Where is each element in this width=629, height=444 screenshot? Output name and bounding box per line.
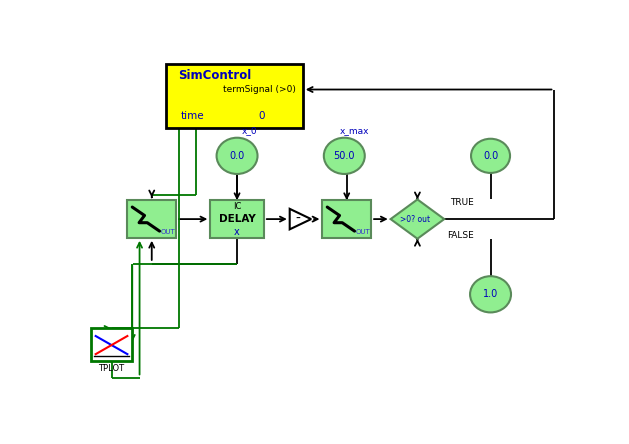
Ellipse shape: [470, 276, 511, 313]
Text: termSignal (>0): termSignal (>0): [223, 85, 296, 94]
Text: x_0: x_0: [242, 126, 257, 135]
Text: 50.0: 50.0: [333, 151, 355, 161]
Text: IC: IC: [233, 202, 242, 211]
Text: 1.0: 1.0: [483, 289, 498, 299]
Text: OUT: OUT: [161, 229, 175, 235]
FancyBboxPatch shape: [210, 200, 264, 238]
Polygon shape: [290, 209, 311, 230]
Text: >0? out: >0? out: [400, 214, 430, 224]
Text: 0.0: 0.0: [483, 151, 498, 161]
Polygon shape: [391, 199, 444, 239]
Text: TRUE: TRUE: [450, 198, 474, 206]
Text: time: time: [181, 111, 204, 120]
Text: x: x: [234, 227, 240, 238]
FancyBboxPatch shape: [323, 200, 371, 238]
Ellipse shape: [216, 138, 257, 174]
Text: 0: 0: [259, 111, 265, 120]
Text: DELAY: DELAY: [219, 214, 255, 224]
Text: -: -: [296, 211, 301, 226]
FancyBboxPatch shape: [91, 329, 132, 361]
Text: OUT: OUT: [356, 229, 370, 235]
Text: x_max: x_max: [339, 126, 369, 135]
Ellipse shape: [324, 138, 365, 174]
Text: SimControl: SimControl: [179, 69, 252, 82]
FancyBboxPatch shape: [166, 63, 303, 128]
FancyBboxPatch shape: [127, 200, 176, 238]
Ellipse shape: [471, 139, 510, 173]
Text: 0.0: 0.0: [230, 151, 245, 161]
Text: TPLOT: TPLOT: [99, 364, 125, 373]
Text: FALSE: FALSE: [447, 231, 474, 240]
